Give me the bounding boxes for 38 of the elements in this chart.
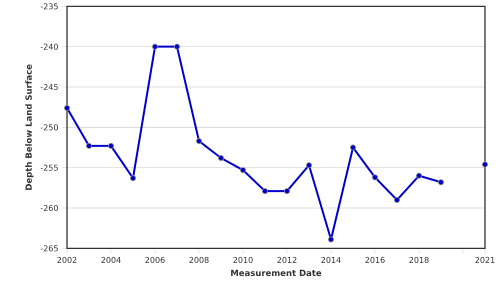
x-tick-label: 2018 xyxy=(409,256,429,263)
y-tick-label: -265 xyxy=(40,245,58,252)
x-tick-label: 2021 xyxy=(475,256,494,263)
point xyxy=(196,138,202,144)
point xyxy=(394,196,400,203)
point xyxy=(64,104,70,111)
point xyxy=(262,188,268,194)
point xyxy=(350,144,356,150)
x-tick-label: 2014 xyxy=(321,256,341,263)
x-tick-label: 2008 xyxy=(189,256,209,263)
y-tick-label: -240 xyxy=(40,43,58,50)
point xyxy=(284,188,290,194)
x-tick-label: 2016 xyxy=(365,256,385,263)
point xyxy=(438,179,444,186)
point xyxy=(152,44,158,50)
x-tick-label: 2010 xyxy=(233,256,253,263)
point xyxy=(108,142,114,149)
y-tick-label: -260 xyxy=(40,204,58,211)
y-tick-label: -235 xyxy=(40,3,58,10)
point xyxy=(372,174,378,180)
point xyxy=(306,162,312,168)
x-tick-label: 2004 xyxy=(101,256,121,263)
x-tick-label: 2012 xyxy=(277,256,296,263)
y-tick-label: -255 xyxy=(40,164,58,171)
y-tick-label: -250 xyxy=(40,124,58,130)
point xyxy=(240,166,246,173)
x-tick-label: 2002 xyxy=(57,256,76,263)
point xyxy=(218,154,224,161)
point xyxy=(130,174,136,181)
x-tick-label: 2006 xyxy=(145,256,165,263)
y-tick-label: -245 xyxy=(40,84,58,90)
point xyxy=(328,236,334,242)
x-axis-title: Measurement Date xyxy=(231,270,322,276)
point xyxy=(416,172,422,179)
point xyxy=(86,142,92,149)
point xyxy=(174,44,180,50)
y-axis-title: Depth Below Land Surface xyxy=(25,64,34,190)
point xyxy=(482,161,488,168)
